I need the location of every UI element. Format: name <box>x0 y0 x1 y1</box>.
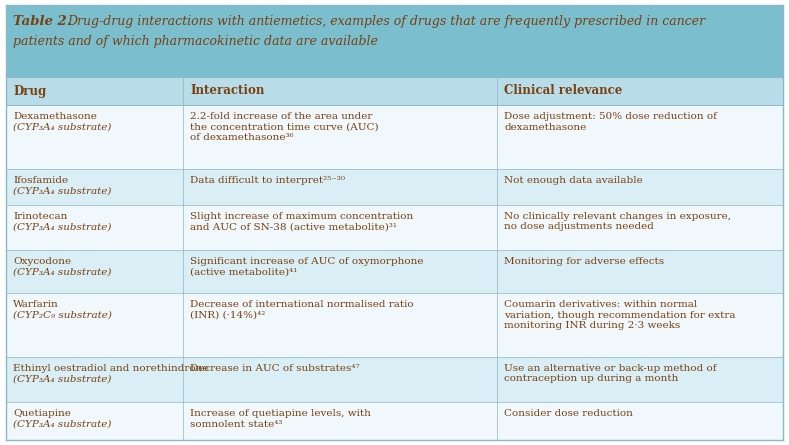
Text: (INR) (·14%)⁴²: (INR) (·14%)⁴² <box>190 311 266 320</box>
Text: Coumarin derivatives: within normal: Coumarin derivatives: within normal <box>504 300 697 309</box>
Text: Consider dose reduction: Consider dose reduction <box>504 409 633 418</box>
Text: Data difficult to interpret²⁵⁻³⁰: Data difficult to interpret²⁵⁻³⁰ <box>190 176 345 185</box>
Text: the concentration time curve (AUC): the concentration time curve (AUC) <box>190 122 379 132</box>
Text: Dose adjustment: 50% dose reduction of: Dose adjustment: 50% dose reduction of <box>504 112 717 121</box>
Text: of dexamethasone³⁶: of dexamethasone³⁶ <box>190 133 294 142</box>
Bar <box>6 5 783 77</box>
Text: (CYP₃A₄ substrate): (CYP₃A₄ substrate) <box>13 375 111 384</box>
Text: Dexamethasone: Dexamethasone <box>13 112 97 121</box>
Text: patients and of which pharmacokinetic data are available: patients and of which pharmacokinetic da… <box>13 35 378 48</box>
Text: Ethinyl oestradiol and norethindrone: Ethinyl oestradiol and norethindrone <box>13 364 208 373</box>
Text: Quetiapine: Quetiapine <box>13 409 71 418</box>
Text: (CYP₃A₄ substrate): (CYP₃A₄ substrate) <box>13 122 111 132</box>
Text: Clinical relevance: Clinical relevance <box>504 85 623 97</box>
Text: variation, though recommendation for extra: variation, though recommendation for ext… <box>504 311 735 320</box>
Bar <box>6 169 783 205</box>
Text: and AUC of SN-38 (active metabolite)³¹: and AUC of SN-38 (active metabolite)³¹ <box>190 222 397 231</box>
Bar <box>6 357 783 402</box>
Text: (CYP₃A₄ substrate): (CYP₃A₄ substrate) <box>13 222 111 231</box>
Text: dexamethasone: dexamethasone <box>504 122 586 132</box>
Text: (CYP₃A₄ substrate): (CYP₃A₄ substrate) <box>13 267 111 277</box>
Bar <box>6 105 783 169</box>
Text: Ifosfamide: Ifosfamide <box>13 176 68 185</box>
Text: no dose adjustments needed: no dose adjustments needed <box>504 222 654 231</box>
Text: (CYP₃A₄ substrate): (CYP₃A₄ substrate) <box>13 186 111 195</box>
Text: (CYP₂C₉ substrate): (CYP₂C₉ substrate) <box>13 311 112 320</box>
Text: Not enough data available: Not enough data available <box>504 176 643 185</box>
Text: Slight increase of maximum concentration: Slight increase of maximum concentration <box>190 212 413 221</box>
Text: somnolent state⁴³: somnolent state⁴³ <box>190 420 282 429</box>
Text: Drug-drug interactions with antiemetics, examples of drugs that are frequently p: Drug-drug interactions with antiemetics,… <box>67 15 705 28</box>
Text: Interaction: Interaction <box>190 85 264 97</box>
Text: Warfarin: Warfarin <box>13 300 58 309</box>
Text: Table 2.: Table 2. <box>13 15 71 28</box>
Text: Monitoring for adverse effects: Monitoring for adverse effects <box>504 257 664 266</box>
Text: Increase of quetiapine levels, with: Increase of quetiapine levels, with <box>190 409 371 418</box>
Bar <box>6 205 783 250</box>
Text: 2.2-fold increase of the area under: 2.2-fold increase of the area under <box>190 112 372 121</box>
Bar <box>6 293 783 357</box>
Text: Significant increase of AUC of oxymorphone: Significant increase of AUC of oxymorpho… <box>190 257 424 266</box>
Bar <box>6 77 783 105</box>
Text: Drug: Drug <box>13 85 47 97</box>
Text: Decrease of international normalised ratio: Decrease of international normalised rat… <box>190 300 413 309</box>
Text: Irinotecan: Irinotecan <box>13 212 67 221</box>
Text: Oxycodone: Oxycodone <box>13 257 71 266</box>
Text: Decrease in AUC of substrates⁴⁷: Decrease in AUC of substrates⁴⁷ <box>190 364 360 373</box>
Text: Use an alternative or back-up method of: Use an alternative or back-up method of <box>504 364 716 373</box>
Text: (CYP₃A₄ substrate): (CYP₃A₄ substrate) <box>13 420 111 429</box>
Text: (active metabolite)⁴¹: (active metabolite)⁴¹ <box>190 267 297 277</box>
Text: No clinically relevant changes in exposure,: No clinically relevant changes in exposu… <box>504 212 731 221</box>
Text: contraception up during a month: contraception up during a month <box>504 375 679 384</box>
Bar <box>6 402 783 440</box>
Bar <box>6 250 783 293</box>
Text: monitoring INR during 2·3 weeks: monitoring INR during 2·3 weeks <box>504 321 680 330</box>
